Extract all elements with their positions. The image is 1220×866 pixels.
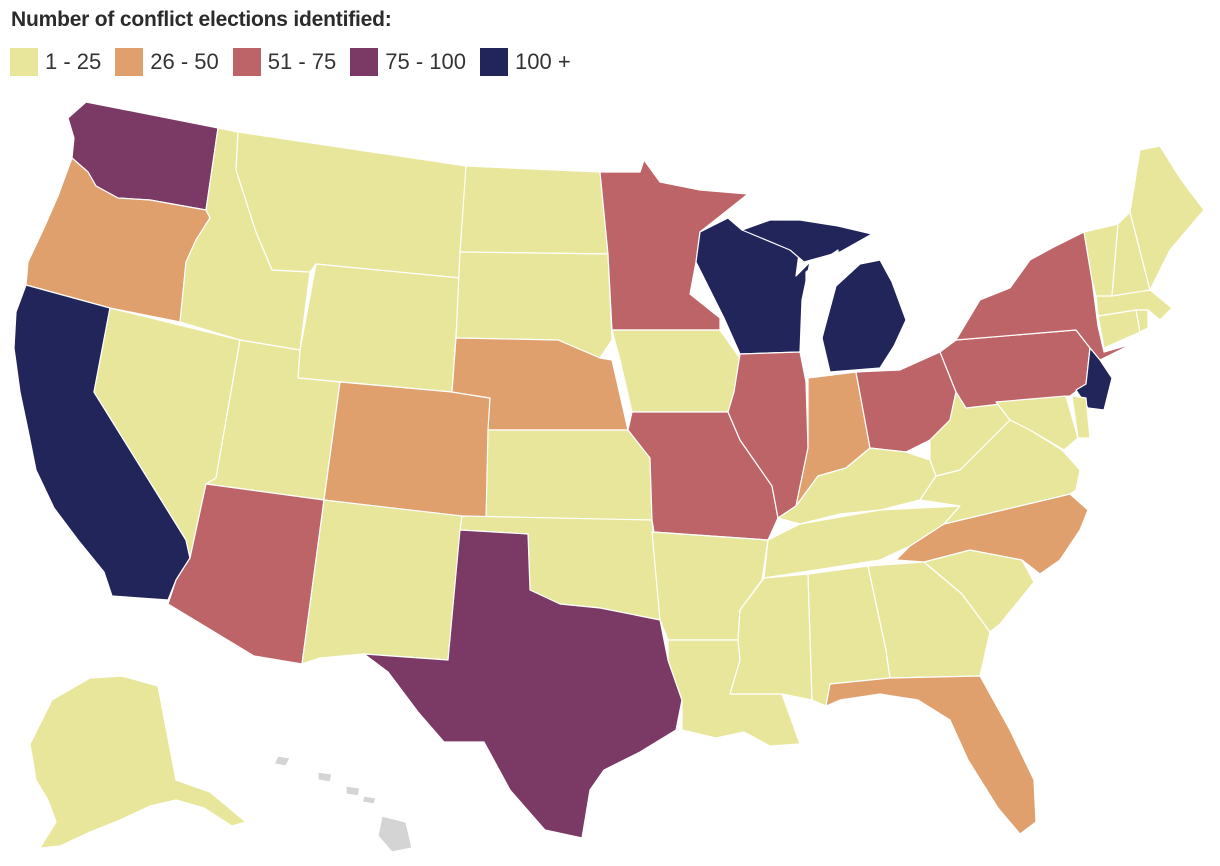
state-HI (273, 755, 413, 853)
state-IA[interactable] (611, 329, 745, 413)
legend-item-26-50: 26 - 50 (115, 48, 219, 76)
legend-swatch (10, 48, 38, 76)
legend-item-75-100: 75 - 100 (350, 48, 466, 76)
state-FL[interactable] (825, 675, 1037, 835)
legend: 1 - 25 26 - 50 51 - 75 75 - 100 100 + (10, 48, 585, 76)
lake-michigan (805, 249, 839, 373)
legend-label: 26 - 50 (150, 49, 219, 74)
map-title: Number of conflict elections identified: (11, 8, 392, 31)
state-TX[interactable] (363, 529, 683, 839)
state-ME[interactable] (1129, 145, 1205, 291)
legend-item-51-75: 51 - 75 (232, 48, 337, 76)
legend-swatch (115, 48, 144, 76)
state-NM[interactable] (301, 499, 463, 665)
legend-item-100-plus: 100 + (480, 48, 571, 76)
state-DE[interactable] (1071, 395, 1091, 439)
legend-swatch (480, 48, 508, 76)
state-PA[interactable] (939, 329, 1091, 409)
legend-label: 1 - 25 (45, 49, 102, 74)
legend-item-1-25: 1 - 25 (10, 48, 101, 76)
legend-swatch (350, 48, 379, 76)
state-MT[interactable] (235, 131, 467, 279)
state-CT[interactable] (1097, 309, 1141, 349)
state-WY[interactable] (297, 263, 461, 393)
state-NJ[interactable] (1075, 347, 1113, 411)
state-CO[interactable] (323, 381, 491, 521)
legend-label: 51 - 75 (267, 49, 337, 74)
state-MI[interactable] (741, 219, 907, 373)
state-MD[interactable] (995, 395, 1079, 451)
state-AK[interactable] (29, 675, 247, 849)
state-MA[interactable] (1095, 289, 1173, 321)
legend-swatch (232, 48, 261, 76)
legend-label: 100 + (515, 49, 571, 74)
state-VT[interactable] (1083, 223, 1119, 297)
state-ND[interactable] (459, 165, 609, 255)
state-KS[interactable] (485, 429, 653, 521)
legend-label: 75 - 100 (385, 49, 466, 74)
